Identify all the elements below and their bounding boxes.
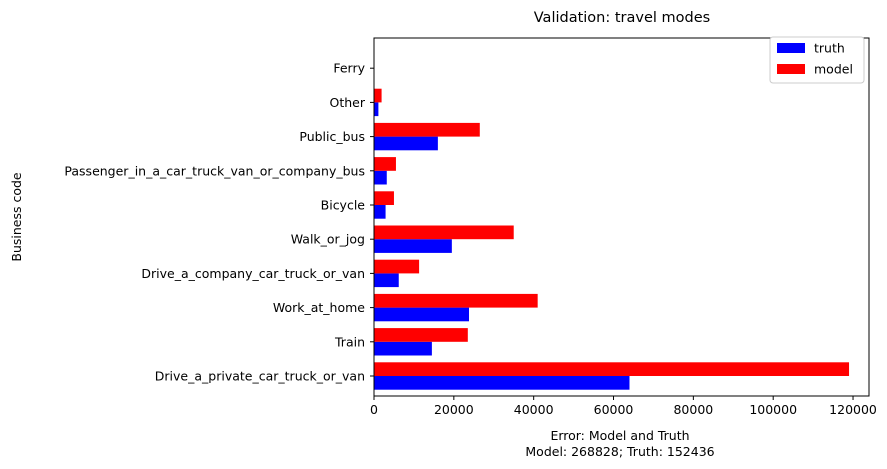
bar-model-4: [374, 225, 514, 240]
bar-truth-2: [374, 307, 470, 322]
bar-truth-5: [374, 205, 386, 219]
legend-swatch-truth: [777, 43, 805, 53]
x-tick-label-6: 120000: [829, 402, 877, 417]
y-tick-label-6: Passenger_in_a_car_truck_van_or_company_…: [64, 163, 365, 178]
bar-model-1: [374, 328, 468, 342]
y-tick-label-9: Ferry: [333, 61, 365, 76]
bar-model-0: [374, 362, 850, 376]
x-tick-label-3: 60000: [594, 402, 634, 417]
chart-title: Validation: travel modes: [534, 10, 710, 26]
y-tick-label-5: Bicycle: [321, 198, 366, 213]
y-tick-label-1: Train: [334, 334, 365, 349]
x-ticks: 0 20000 40000 60000 80000 100000 120000: [370, 396, 877, 417]
plot-frame: [373, 37, 870, 397]
y-tick-label-4: Walk_or_jog: [291, 232, 365, 247]
y-tick-label-0: Drive_a_private_car_truck_or_van: [155, 369, 365, 384]
legend-label-truth: truth: [814, 41, 845, 56]
bar-model-5: [374, 191, 394, 205]
bar-truth-0: [374, 376, 630, 390]
bar-truth-1: [374, 341, 432, 356]
y-tick-label-8: Other: [330, 95, 366, 110]
y-tick-label-7: Public_bus: [299, 129, 365, 144]
bar-model-2: [374, 293, 538, 308]
bar-model-7: [374, 122, 480, 137]
y-tick-label-3: Drive_a_company_car_truck_or_van: [141, 266, 365, 281]
legend: truth model: [769, 36, 865, 84]
bar-truth-7: [374, 136, 438, 151]
bar-model-8: [374, 88, 382, 103]
legend-swatch-model: [777, 64, 805, 74]
x-tick-label-1: 20000: [434, 402, 474, 417]
y-ticks: Drive_a_private_car_truck_or_van Train Wor…: [64, 61, 374, 384]
bar-truth-6: [374, 170, 387, 185]
x-axis-label-line1: Error: Model and Truth: [550, 428, 689, 443]
x-axis-label-line2: Model: 268828; Truth: 152436: [525, 444, 714, 459]
x-tick-label-2: 40000: [514, 402, 554, 417]
bar-truth-8: [374, 102, 379, 117]
bars-group: [374, 88, 850, 390]
y-axis-label: Business code: [9, 172, 24, 262]
y-tick-label-2: Work_at_home: [273, 300, 365, 315]
x-tick-label-0: 0: [370, 402, 378, 417]
bar-truth-3: [374, 273, 399, 288]
bar-model-6: [374, 157, 396, 171]
bar-model-3: [374, 259, 420, 274]
x-tick-label-5: 100000: [749, 402, 797, 417]
legend-label-model: model: [814, 62, 853, 77]
x-tick-label-4: 80000: [673, 402, 713, 417]
bar-truth-4: [374, 239, 452, 253]
